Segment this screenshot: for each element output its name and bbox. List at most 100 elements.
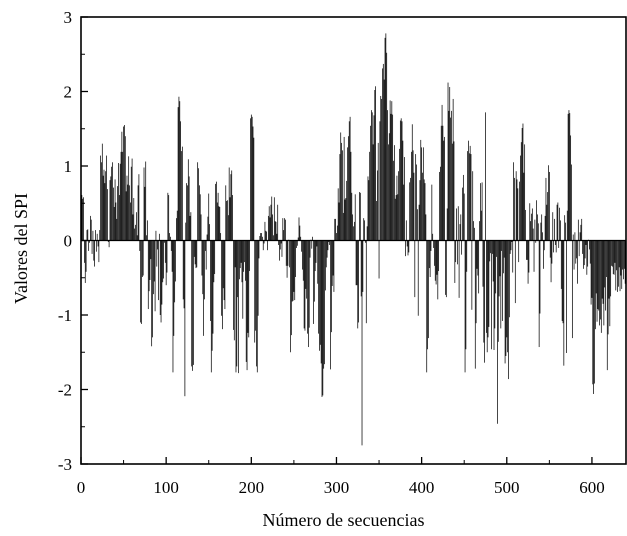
- bar: [116, 218, 118, 241]
- bar: [622, 240, 623, 270]
- bar: [434, 240, 435, 266]
- bar: [316, 240, 318, 247]
- bar: [241, 240, 243, 283]
- bar: [438, 240, 440, 272]
- bar: [275, 221, 277, 241]
- bar: [169, 233, 170, 241]
- bar: [441, 104, 443, 241]
- bar: [607, 240, 609, 335]
- bar: [434, 240, 436, 281]
- bar: [183, 240, 185, 309]
- bar: [263, 240, 265, 244]
- bar: [269, 217, 271, 241]
- bar: [353, 226, 354, 241]
- bar: [243, 240, 245, 272]
- bar: [153, 240, 155, 282]
- bar: [305, 240, 307, 289]
- bar: [308, 240, 309, 348]
- bar: [493, 240, 495, 351]
- bar: [111, 166, 113, 241]
- bar: [293, 240, 295, 292]
- bar: [526, 240, 528, 260]
- bar: [104, 183, 106, 241]
- bar: [614, 240, 616, 263]
- bar: [613, 240, 615, 275]
- bar: [230, 174, 232, 241]
- bar: [619, 240, 621, 292]
- bar: [251, 116, 253, 241]
- bar: [149, 240, 151, 280]
- bar: [421, 147, 422, 241]
- bar: [207, 216, 209, 241]
- bar: [527, 240, 529, 284]
- bar: [187, 159, 189, 241]
- bar: [232, 195, 233, 241]
- bar: [365, 240, 366, 243]
- bar: [101, 162, 102, 241]
- bar: [468, 153, 470, 241]
- bar: [541, 214, 543, 241]
- bar: [427, 240, 428, 350]
- y-tick-label: 1: [64, 157, 73, 176]
- bar: [391, 101, 393, 241]
- bar: [385, 33, 387, 241]
- y-tick-label: 2: [64, 83, 73, 102]
- bar: [233, 240, 234, 330]
- bar: [430, 240, 432, 251]
- bar: [144, 186, 146, 241]
- bar: [223, 240, 225, 301]
- bar: [297, 237, 299, 241]
- bar: [330, 240, 332, 333]
- bar: [394, 198, 396, 241]
- bar: [362, 240, 364, 292]
- x-tick-label: 600: [579, 478, 605, 497]
- bar: [479, 221, 480, 241]
- bar: [221, 240, 223, 330]
- bar: [382, 63, 384, 241]
- bar: [156, 240, 158, 267]
- bar: [378, 240, 380, 279]
- bar: [399, 120, 401, 241]
- y-tick-label: -2: [58, 381, 72, 400]
- bar: [556, 204, 558, 241]
- bar: [406, 240, 408, 247]
- bar: [548, 171, 550, 241]
- bar: [370, 125, 371, 241]
- bar: [99, 230, 101, 241]
- bar: [150, 240, 152, 260]
- bar: [202, 240, 204, 295]
- bar: [321, 240, 323, 397]
- bar: [620, 240, 622, 276]
- bar: [249, 240, 250, 272]
- bar: [426, 240, 428, 373]
- bar: [478, 240, 480, 294]
- bar: [147, 220, 148, 241]
- bar: [368, 180, 370, 241]
- bar: [285, 240, 287, 266]
- bar: [262, 240, 264, 251]
- bar: [399, 148, 400, 241]
- bar: [214, 240, 216, 275]
- bar: [108, 240, 110, 248]
- bar: [341, 142, 342, 241]
- bar: [523, 172, 525, 241]
- bar: [443, 140, 445, 241]
- bar: [114, 179, 116, 241]
- bar: [612, 240, 613, 267]
- bar: [358, 240, 359, 323]
- bar: [380, 95, 382, 241]
- x-tick-label: 500: [494, 478, 520, 497]
- bar: [568, 110, 570, 241]
- bar: [365, 240, 367, 324]
- bar: [420, 139, 422, 241]
- bar: [215, 183, 216, 241]
- bar: [317, 240, 319, 284]
- bar: [284, 218, 285, 241]
- bar: [322, 240, 324, 396]
- bar: [505, 240, 507, 356]
- bar: [304, 240, 306, 331]
- bar: [349, 116, 351, 241]
- bar: [387, 110, 388, 241]
- bar: [535, 240, 537, 243]
